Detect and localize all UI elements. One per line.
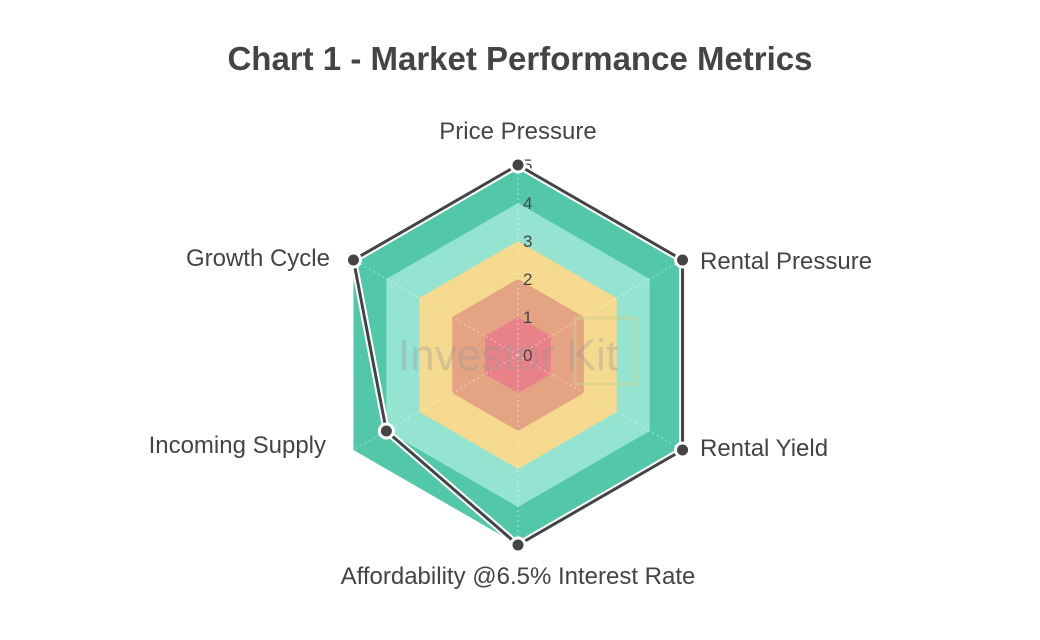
axis-label: Price Pressure — [439, 118, 596, 145]
tick-label: 1 — [523, 308, 532, 327]
spoke-line — [517, 354, 683, 451]
tick-label: 5 — [523, 156, 532, 175]
spoke-line — [353, 259, 519, 356]
watermark: Investor Kit — [398, 331, 618, 380]
tick-label: 3 — [523, 232, 532, 251]
chart-title: Chart 1 - Market Performance Metrics — [227, 40, 813, 77]
tick-label: 2 — [523, 270, 532, 289]
band-0-1 — [485, 317, 551, 393]
data-point — [674, 251, 692, 269]
axis-label: Affordability @6.5% Interest Rate — [341, 563, 696, 590]
data-point — [509, 156, 527, 174]
axis-label: Incoming Supply — [149, 432, 326, 459]
axis-label: Rental Pressure — [700, 248, 872, 275]
tick-label: 4 — [523, 194, 532, 213]
data-point — [509, 536, 527, 554]
data-point — [674, 441, 692, 459]
axis-label: Rental Yield — [700, 435, 828, 462]
tick-label: 0 — [523, 346, 532, 365]
watermark-frame — [573, 316, 637, 386]
axis-label: Growth Cycle — [186, 245, 330, 272]
data-point — [377, 422, 395, 440]
data-point — [344, 251, 362, 269]
spoke-line — [517, 259, 683, 356]
spoke-line — [353, 354, 519, 451]
